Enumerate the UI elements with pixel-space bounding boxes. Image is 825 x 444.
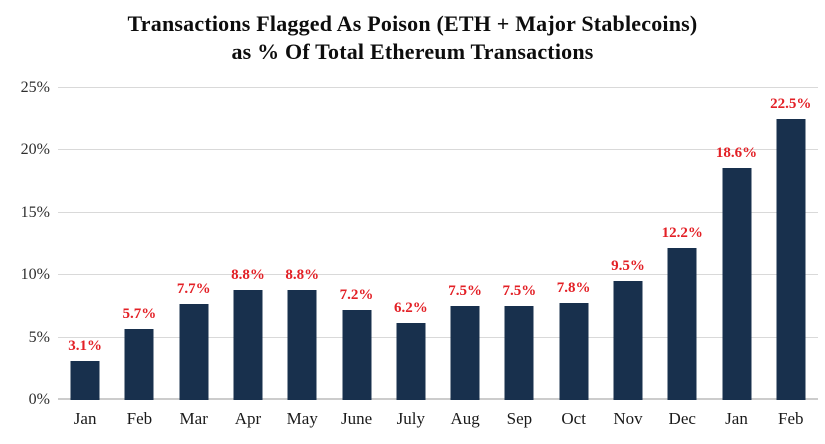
bar-cell: 5.7% Feb xyxy=(112,88,166,428)
bar xyxy=(613,281,643,400)
y-axis-tick-label: 10% xyxy=(20,266,50,284)
gridline xyxy=(58,211,818,213)
bar-cell: 8.8% May xyxy=(275,88,329,428)
gridline xyxy=(58,336,818,338)
plot-area: 3.1% Jan 5.7% Feb 7.7% Mar 8.8% Apr 8.8% May 7.2% J… xyxy=(58,87,818,428)
bar xyxy=(776,119,806,400)
bar-cell: 9.5% Nov xyxy=(601,88,655,428)
bar-value-label: 6.2% xyxy=(393,299,428,316)
bar xyxy=(559,302,589,400)
bar xyxy=(396,322,426,400)
x-axis-label: Jan xyxy=(725,409,748,428)
gridline xyxy=(58,87,818,88)
x-axis-label: Aug xyxy=(450,409,480,428)
x-axis-label: Dec xyxy=(668,409,696,428)
x-axis-label: Sep xyxy=(506,409,533,428)
bar-value-label: 7.8% xyxy=(556,279,591,296)
bar-cell: 12.2% Dec xyxy=(655,88,709,428)
y-axis-tick-label: 0% xyxy=(28,391,50,408)
x-axis-baseline xyxy=(58,398,818,400)
y-axis-tick-label: 20% xyxy=(20,141,50,159)
gridline xyxy=(58,149,818,151)
x-axis-label: Nov xyxy=(613,409,643,428)
x-axis-label: Mar xyxy=(179,409,208,428)
x-axis-label: July xyxy=(396,409,425,428)
x-axis-label: Feb xyxy=(778,409,804,428)
x-axis-label: June xyxy=(340,409,373,428)
bar-value-label: 18.6% xyxy=(715,144,758,161)
chart-title-line-2: as % Of Total Ethereum Transactions xyxy=(231,39,594,64)
bar-value-label: 9.5% xyxy=(611,258,645,275)
bar-value-label: 8.8% xyxy=(231,267,265,284)
bar-cell: 8.8% Apr xyxy=(221,88,275,428)
y-axis-tick-label: 15% xyxy=(20,203,50,221)
x-axis-label: Apr xyxy=(234,409,262,428)
bar xyxy=(233,290,263,400)
y-axis-tick-label: 5% xyxy=(28,328,50,346)
bar-value-label: 7.2% xyxy=(339,287,374,304)
bar-value-label: 7.5% xyxy=(502,283,537,300)
bar xyxy=(342,310,372,400)
bar xyxy=(667,247,697,400)
x-axis-label: Oct xyxy=(561,409,586,428)
bar xyxy=(70,361,100,400)
bar xyxy=(179,303,209,400)
bar xyxy=(124,328,154,400)
y-axis-tick-label: 25% xyxy=(20,79,50,96)
bar-cell: 22.5% Feb xyxy=(764,88,818,428)
bar-value-label: 7.7% xyxy=(176,280,211,297)
bar-value-label: 5.7% xyxy=(122,305,157,322)
x-axis-label: May xyxy=(286,409,318,428)
bar xyxy=(722,167,752,400)
bar-value-label: 7.5% xyxy=(448,283,482,300)
chart-title-line-1: Transactions Flagged As Poison (ETH + Ma… xyxy=(127,11,698,36)
bar xyxy=(504,306,534,400)
bar xyxy=(450,306,480,400)
bar-cell: 7.8% Oct xyxy=(547,88,601,428)
bar-cell: 7.7% Mar xyxy=(167,88,221,428)
bar-cell: 3.1% Jan xyxy=(58,88,112,428)
bar-cell: 7.2% June xyxy=(329,88,383,428)
bar-cell: 7.5% Aug xyxy=(438,88,492,428)
bar-cell: 18.6% Jan xyxy=(709,88,763,428)
bar xyxy=(287,290,317,400)
x-axis-label: Feb xyxy=(126,409,153,428)
gridline xyxy=(58,274,818,276)
bar-value-label: 12.2% xyxy=(661,224,703,241)
bar-value-label: 3.1% xyxy=(68,338,103,355)
bar-value-label: 22.5% xyxy=(770,96,812,113)
bar-cell: 7.5% Sep xyxy=(492,88,546,428)
chart-title: Transactions Flagged As Poison (ETH + Ma… xyxy=(0,10,825,66)
bar-series: 3.1% Jan 5.7% Feb 7.7% Mar 8.8% Apr 8.8% May 7.2% J… xyxy=(58,88,818,428)
bar-cell: 6.2% July xyxy=(384,88,438,428)
bar-value-label: 8.8% xyxy=(285,267,320,284)
x-axis-label: Jan xyxy=(73,409,97,428)
